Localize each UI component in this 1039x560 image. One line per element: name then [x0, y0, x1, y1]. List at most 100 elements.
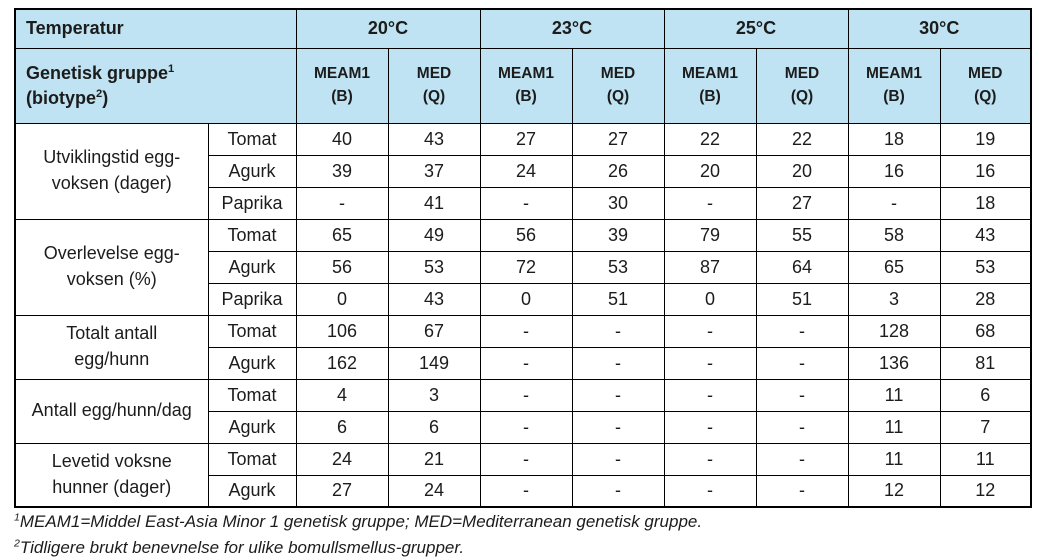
plant-cell: Tomat [207, 442, 297, 476]
row-group-label: Utviklingstid egg- voksen (dager) [14, 122, 209, 220]
value-cell: 40 [295, 122, 389, 156]
value-cell: 6 [295, 410, 389, 444]
value-cell: - [663, 346, 757, 380]
subheader-name: MEAM1 [682, 65, 738, 83]
value-cell: 16 [939, 154, 1032, 188]
value-cell: 4 [295, 378, 389, 412]
table-row: Antall egg/hunn/dag Tomat 4 3- - - -11 6 [14, 378, 1032, 444]
genetic-group-line2: (biotype [26, 87, 96, 108]
footnote-2: 2Tidligere brukt benevnelse for ulike bo… [14, 537, 1030, 560]
value-cell: 0 [479, 282, 573, 316]
value-cell: 22 [663, 122, 757, 156]
value-cell: 149 [387, 346, 481, 380]
value-cell: - [755, 474, 849, 508]
value-cell: 41 [387, 186, 481, 220]
subheader-meam1-30: MEAM1 (B) [847, 47, 941, 124]
value-cell: 12 [847, 474, 941, 508]
footnote-1: 1MEAM1=Middel East-Asia Minor 1 genetisk… [14, 511, 1030, 534]
table-header: Temperatur 20°C 23°C 25°C 30°C Genetisk … [14, 8, 1032, 124]
value-cell: 11 [847, 410, 941, 444]
value-cell: 6 [939, 378, 1032, 412]
value-cell: 16 [847, 154, 941, 188]
value-cell: - [479, 186, 573, 220]
value-cell: - [663, 474, 757, 508]
value-cell: 43 [387, 122, 481, 156]
value-cell: 43 [387, 282, 481, 316]
table-row: Overlevelse egg- voksen (%) Tomat 65 49 56 39… [14, 218, 1032, 316]
table-row: Agurk 56 53 72 53 87 64 65 53 [15, 250, 1032, 284]
plant-cell: Tomat [207, 314, 297, 348]
value-cell: 65 [847, 250, 941, 284]
value-cell: - [295, 186, 389, 220]
value-cell: 7 [939, 410, 1032, 444]
plant-cell: Paprika [207, 282, 297, 316]
value-cell: 20 [663, 154, 757, 188]
subheader-biotype: (Q) [790, 87, 814, 105]
value-cell: - [571, 474, 665, 508]
value-cell: 68 [939, 314, 1032, 348]
plant-cell: Agurk [207, 346, 297, 380]
value-cell: 6 [387, 410, 481, 444]
genetic-group-sup2: 2 [96, 87, 103, 100]
subheader-med-23: MED (Q) [571, 47, 665, 124]
genetic-group-label: Genetisk gruppe1 (biotype2) [14, 47, 297, 124]
value-cell: 0 [663, 282, 757, 316]
row-group-label: Antall egg/hunn/dag [14, 378, 209, 444]
row-group-label: Totalt antall egg/hunn [14, 314, 209, 380]
plant-cell: Agurk [207, 154, 297, 188]
value-cell: 22 [755, 122, 849, 156]
value-cell: - [847, 186, 941, 220]
plant-cell: Agurk [207, 250, 297, 284]
table-row: Paprika 0 43 0 51 0 51 3 28 [15, 282, 1032, 316]
value-cell: 51 [755, 282, 849, 316]
genetic-group-line2-close: ) [102, 87, 109, 108]
value-cell: 58 [847, 218, 941, 252]
value-cell: - [571, 314, 665, 348]
subheader-med-25: MED (Q) [755, 47, 849, 124]
temp-header-25: 25°C [663, 8, 849, 49]
subheader-biotype: (B) [515, 87, 537, 105]
value-cell: 53 [571, 250, 665, 284]
table-row: Paprika -41-30-27-18 [15, 186, 1032, 220]
value-cell: 49 [387, 218, 481, 252]
value-cell: 106 [295, 314, 389, 348]
value-cell: 72 [479, 250, 573, 284]
footnote-2-text: Tidligere brukt benevnelse for ulike bom… [19, 537, 465, 557]
value-cell: - [479, 474, 573, 508]
value-cell: 24 [387, 474, 481, 508]
subheader-name: MED [968, 65, 1003, 83]
value-cell: 12 [939, 474, 1032, 508]
footnote-1-text: MEAM1=Middel East-Asia Minor 1 genetisk … [19, 512, 703, 531]
value-cell: - [479, 410, 573, 444]
value-cell: 65 [295, 218, 389, 252]
value-cell: 162 [295, 346, 389, 380]
value-cell: 21 [387, 442, 481, 476]
subheader-biotype: (B) [331, 87, 353, 105]
temperature-header-row: Temperatur 20°C 23°C 25°C 30°C [14, 8, 1032, 49]
value-cell: 20 [755, 154, 849, 188]
table-row: Agurk 39 37 24 26 20 20 16 16 [15, 154, 1032, 188]
value-cell: 128 [847, 314, 941, 348]
value-cell: 26 [571, 154, 665, 188]
temperature-label: Temperatur [14, 8, 297, 49]
subheader-meam1-20: MEAM1 (B) [295, 47, 389, 124]
data-table: Temperatur 20°C 23°C 25°C 30°C Genetisk … [14, 8, 1033, 508]
value-cell: 11 [847, 442, 941, 476]
value-cell: 136 [847, 346, 941, 380]
subheader-name: MED [784, 65, 820, 83]
subheader-biotype: (B) [883, 87, 905, 105]
value-cell: 39 [571, 218, 665, 252]
value-cell: 27 [295, 474, 389, 508]
value-cell: 56 [479, 218, 573, 252]
plant-cell: Tomat [207, 122, 297, 156]
value-cell: 79 [663, 218, 757, 252]
subheader-biotype: (Q) [606, 87, 630, 105]
value-cell: - [663, 186, 757, 220]
value-cell: 27 [479, 122, 573, 156]
value-cell: 24 [295, 442, 389, 476]
genetic-group-sup1: 1 [168, 63, 175, 76]
value-cell: 53 [939, 250, 1032, 284]
value-cell: 30 [571, 186, 665, 220]
value-cell: 53 [387, 250, 481, 284]
